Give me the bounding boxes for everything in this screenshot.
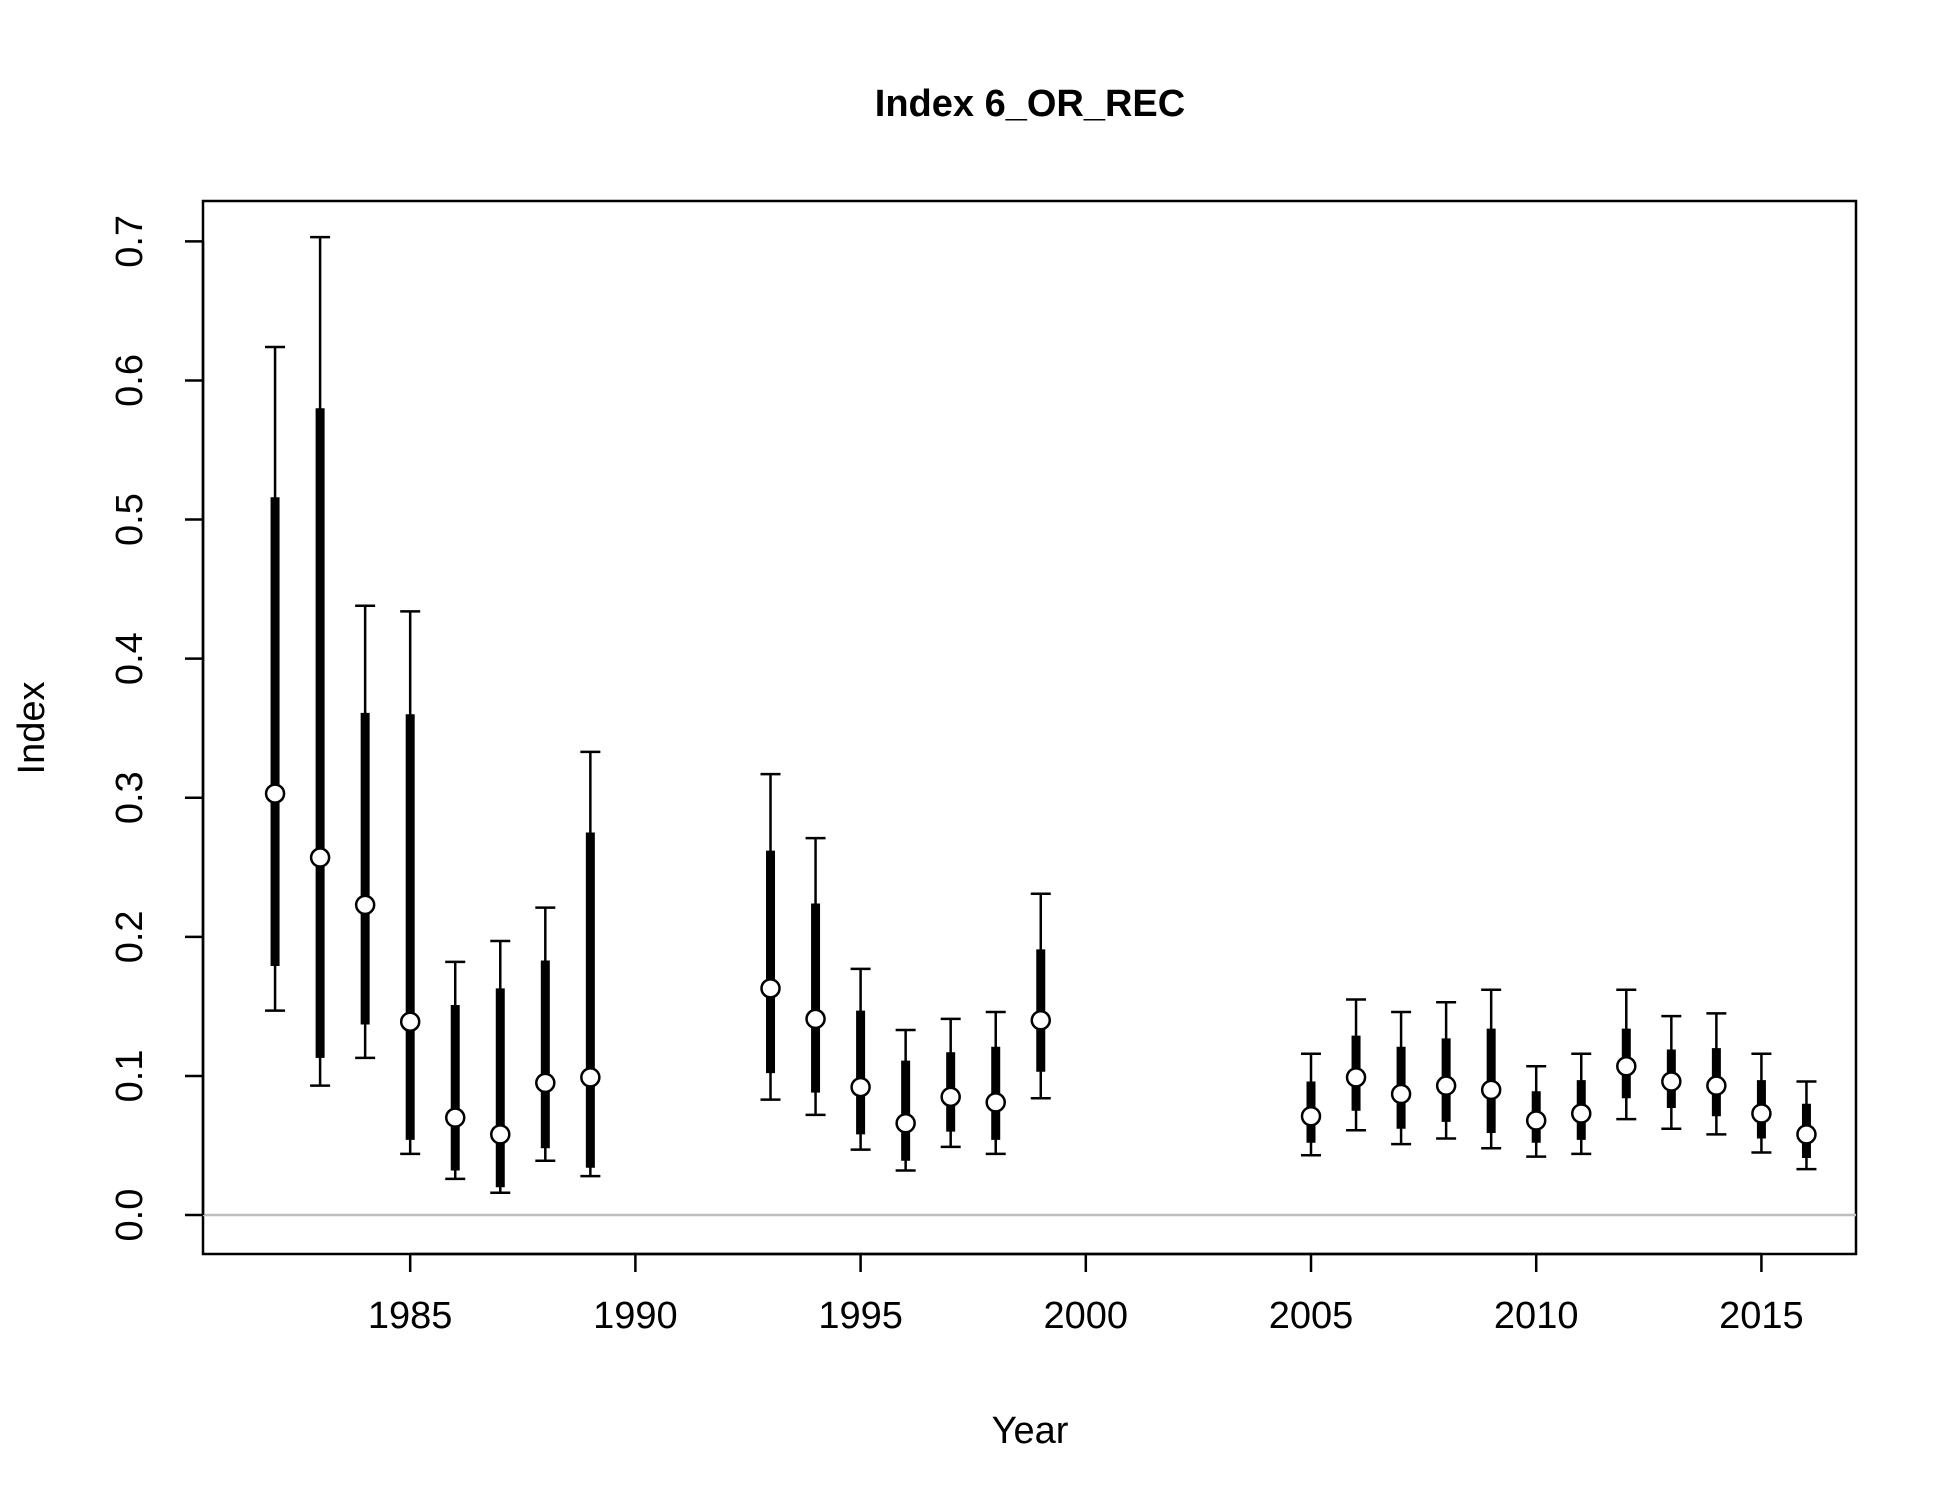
data-point	[444, 1107, 466, 1128]
data-point-group	[264, 345, 286, 1012]
data-point	[805, 1008, 826, 1030]
x-tick-label: 2015	[1719, 1295, 1804, 1337]
y-axis-label: Index	[11, 682, 53, 775]
data-point-group	[1661, 1014, 1682, 1131]
data-point-group	[1390, 1010, 1412, 1146]
data-point-group	[1345, 998, 1367, 1132]
data-point-group	[850, 967, 871, 1151]
data-point-group	[1796, 1080, 1817, 1171]
y-tick-label: 0.2	[109, 910, 151, 963]
y-tick-label: 0.4	[109, 632, 151, 685]
data-point-group	[940, 1017, 961, 1149]
data-point	[985, 1092, 1006, 1113]
data-point-group	[760, 772, 781, 1101]
data-point	[1435, 1075, 1457, 1096]
y-tick-label: 0.1	[109, 1050, 151, 1103]
y-tick-label: 0.6	[109, 354, 151, 407]
x-tick-label: 1990	[593, 1295, 678, 1337]
data-point	[264, 783, 286, 804]
x-tick-label: 1995	[818, 1295, 903, 1337]
data-point-group	[535, 906, 556, 1163]
data-point	[1300, 1106, 1322, 1127]
data-point-group	[1435, 1000, 1457, 1140]
y-tick-label: 0.3	[109, 771, 151, 824]
data-point	[895, 1112, 916, 1134]
data-point-group	[1616, 988, 1637, 1121]
data-point-group	[309, 235, 331, 1087]
data-point	[1525, 1110, 1547, 1131]
data-point-group	[985, 1010, 1006, 1156]
chart-title: Index 6_OR_REC	[875, 83, 1185, 125]
data-point-group	[580, 750, 601, 1178]
y-tick-label: 0.5	[109, 493, 151, 546]
y-tick-label: 0.0	[109, 1189, 151, 1242]
data-point-group	[1571, 1052, 1592, 1156]
data-point	[580, 1067, 601, 1088]
x-axis-label: Year	[992, 1410, 1069, 1452]
data-point-group	[1751, 1052, 1772, 1154]
data-point	[399, 1011, 421, 1032]
data-point-group	[490, 939, 511, 1195]
data-point	[1390, 1083, 1412, 1105]
data-point-group	[1030, 892, 1052, 1100]
data-point-group	[895, 1028, 916, 1172]
data-point	[1616, 1055, 1637, 1077]
data-point	[1571, 1103, 1592, 1124]
data-point-group	[354, 604, 376, 1060]
data-point	[1706, 1075, 1727, 1096]
data-point	[1480, 1079, 1502, 1101]
data-point	[1751, 1103, 1772, 1124]
x-tick-label: 2010	[1494, 1295, 1579, 1337]
data-point	[760, 978, 781, 999]
data-point-group	[1480, 988, 1502, 1150]
data-point	[850, 1076, 871, 1098]
data-point-group	[1525, 1064, 1547, 1158]
data-point	[490, 1124, 511, 1145]
data-point-group	[399, 610, 421, 1156]
data-point	[309, 847, 331, 868]
data-point-group	[444, 960, 466, 1181]
data-point	[535, 1072, 556, 1094]
data-point	[354, 894, 376, 916]
x-tick-label: 1985	[368, 1295, 453, 1337]
data-point-group	[1300, 1052, 1322, 1157]
data-point	[1661, 1071, 1682, 1092]
data-point-group	[805, 836, 826, 1117]
data-point	[940, 1086, 961, 1108]
data-point	[1345, 1067, 1367, 1088]
x-tick-label: 2005	[1269, 1295, 1354, 1337]
y-tick-label: 0.7	[109, 215, 151, 268]
data-point-group	[1706, 1012, 1727, 1136]
data-point	[1030, 1010, 1052, 1031]
data-point	[1796, 1124, 1817, 1145]
x-tick-label: 2000	[1044, 1295, 1129, 1337]
